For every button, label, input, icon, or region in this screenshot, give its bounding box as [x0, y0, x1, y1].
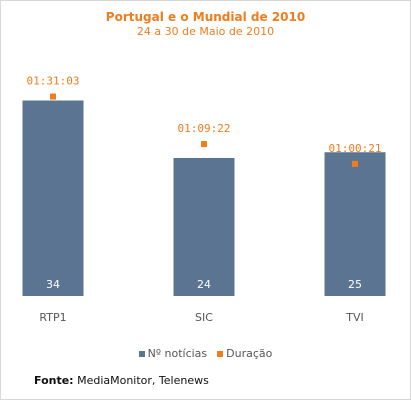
chart-subtitle: 24 a 30 de Maio de 2010 — [136, 25, 275, 38]
duration-label: 01:09:22 — [178, 122, 231, 135]
duration-point — [352, 160, 358, 167]
legend-label-noticias: Nº notícias — [147, 347, 208, 360]
category-label: SIC — [195, 311, 213, 324]
source-note: Fonte: MediaMonitor, Telenews — [34, 374, 209, 387]
duration-point — [50, 93, 56, 100]
duration-label: 01:00:21 — [329, 142, 382, 155]
category-label: RTP1 — [39, 311, 66, 324]
duration-point — [201, 141, 207, 148]
source-text: MediaMonitor, Telenews — [77, 374, 209, 387]
bar-tvi — [324, 152, 386, 296]
category-label: TVI — [345, 311, 364, 324]
bar-rtp1 — [22, 100, 84, 296]
legend-swatch-duracao — [217, 350, 224, 357]
legend-item-noticias: Nº notícias — [138, 347, 208, 360]
source-label: Fonte: — [34, 374, 74, 387]
legend-swatch-noticias — [138, 350, 145, 357]
legend-item-duracao: Duração — [217, 347, 272, 360]
bar-value-label: 25 — [348, 278, 362, 291]
legend-label-duracao: Duração — [226, 347, 273, 360]
bar-value-label: 24 — [197, 278, 211, 291]
chart-title: Portugal e o Mundial de 2010 — [105, 10, 306, 24]
chart-legend: Nº notícias Duração — [0, 347, 411, 360]
bar-sic — [173, 158, 235, 296]
duration-label: 01:31:03 — [27, 75, 80, 88]
bar-value-label: 34 — [46, 278, 60, 291]
